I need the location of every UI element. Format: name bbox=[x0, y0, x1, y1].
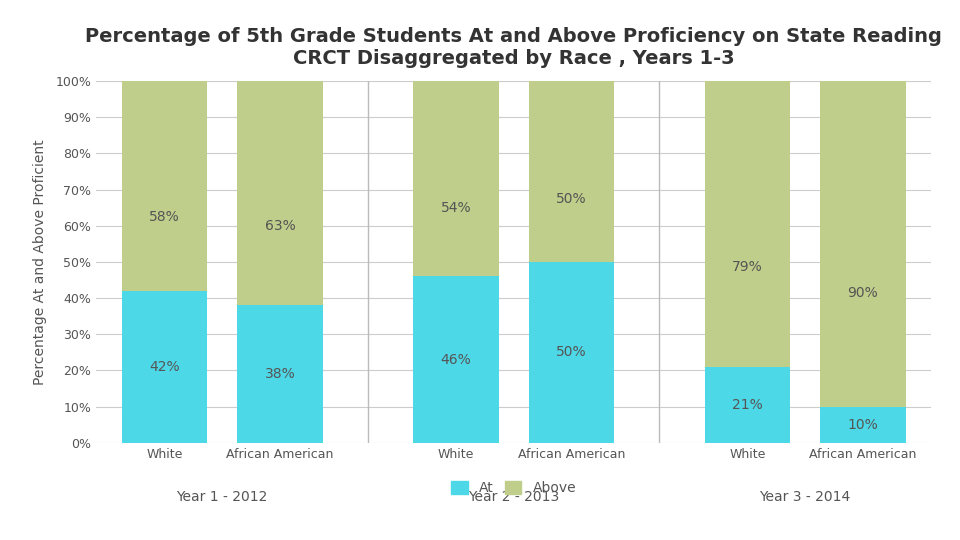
Bar bbox=[705, 81, 790, 367]
Text: 50%: 50% bbox=[556, 192, 587, 206]
Title: Percentage of 5th Grade Students At and Above Proficiency on State Reading
CRCT : Percentage of 5th Grade Students At and … bbox=[85, 28, 942, 69]
Text: 21%: 21% bbox=[732, 398, 762, 412]
Bar bbox=[237, 305, 323, 443]
Bar bbox=[705, 367, 790, 443]
Text: 10%: 10% bbox=[848, 418, 878, 431]
Text: 63%: 63% bbox=[265, 219, 296, 233]
Bar bbox=[413, 276, 498, 443]
Bar bbox=[122, 81, 207, 291]
Bar bbox=[413, 81, 498, 276]
Text: Year 3 - 2014: Year 3 - 2014 bbox=[759, 490, 851, 504]
Text: 50%: 50% bbox=[556, 346, 587, 359]
Text: 38%: 38% bbox=[265, 367, 296, 381]
Text: 79%: 79% bbox=[732, 260, 762, 274]
Bar bbox=[820, 407, 905, 443]
Bar bbox=[122, 291, 207, 443]
Text: 42%: 42% bbox=[149, 360, 180, 374]
Legend: At, Above: At, Above bbox=[445, 476, 582, 501]
Text: Year 1 - 2012: Year 1 - 2012 bbox=[177, 490, 268, 504]
Bar bbox=[529, 81, 614, 262]
Text: 90%: 90% bbox=[848, 286, 878, 300]
Bar bbox=[237, 77, 323, 305]
Text: 46%: 46% bbox=[441, 353, 471, 367]
Bar bbox=[529, 262, 614, 443]
Text: 58%: 58% bbox=[149, 211, 180, 225]
Bar bbox=[820, 81, 905, 407]
Text: Year 2 - 2013: Year 2 - 2013 bbox=[468, 490, 560, 504]
Text: 54%: 54% bbox=[441, 201, 471, 215]
Y-axis label: Percentage At and Above Proficient: Percentage At and Above Proficient bbox=[33, 139, 47, 384]
